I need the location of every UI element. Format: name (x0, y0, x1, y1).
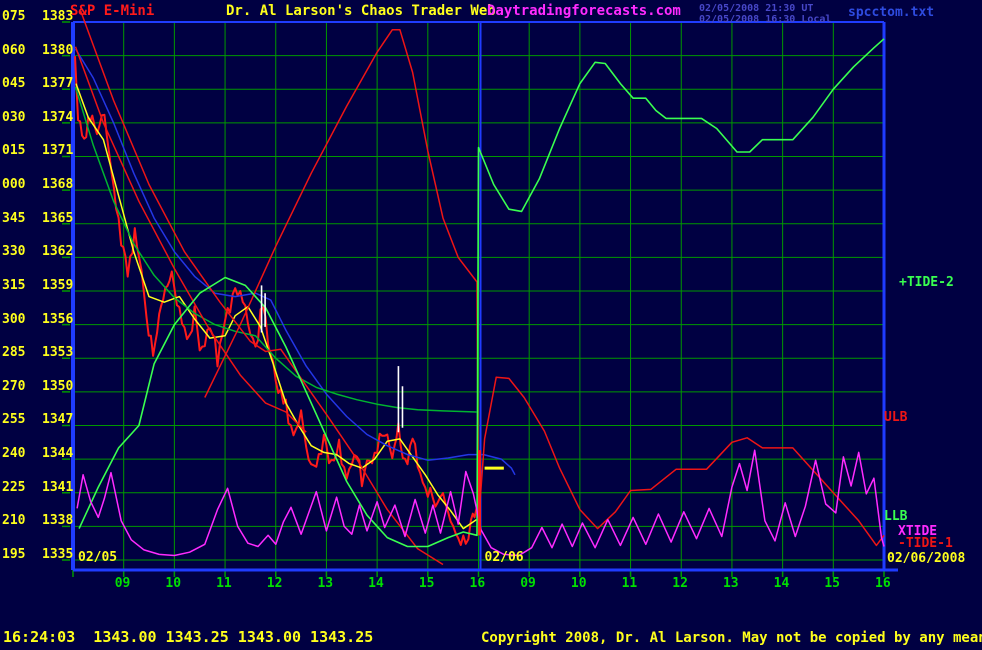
time-tick-label: 075 (2, 9, 26, 24)
time-tick-label: 285 (2, 345, 26, 361)
price-tick-label: 1383 (42, 9, 74, 24)
timestamp-ut: 02/05/2008 21:30 UT (699, 3, 814, 14)
quote-line: 16:24:03 1343.00 1343.25 1343.00 1343.25 (3, 628, 374, 646)
price-tick-label: 1377 (42, 76, 74, 92)
hour-label: 16 (469, 576, 486, 591)
indicator-label-llb: LLB (884, 509, 908, 524)
copyright-line: Copyright 2008, Dr. Al Larson. May not b… (481, 630, 982, 646)
time-tick-label: 045 (2, 76, 26, 92)
time-tick-label: 060 (2, 42, 26, 58)
time-tick-label: 030 (2, 109, 26, 125)
price-tick-label: 1338 (42, 513, 74, 529)
hour-label: 13 (317, 576, 334, 591)
price-tick-label: 1353 (42, 345, 74, 361)
indicator-label-tide1: -TIDE-1 (898, 536, 953, 551)
page-title: Dr. Al Larson's Chaos Trader Web (226, 3, 496, 19)
symbol-label: S&P E-Mini (70, 3, 155, 19)
indicator-label-ulb: ULB (884, 410, 908, 425)
hour-label: 09 (114, 576, 131, 591)
price-tick-label: 1344 (42, 446, 74, 462)
time-tick-label: 345 (2, 210, 26, 226)
time-tick-label: 255 (2, 412, 26, 428)
time-tick-label: 195 (2, 546, 26, 562)
hour-label: 11 (216, 576, 232, 591)
price-tick-label: 1359 (42, 277, 74, 293)
time-tick-label: 000 (2, 177, 26, 193)
hour-label: 14 (368, 576, 384, 591)
hour-label: 10 (165, 576, 182, 591)
price-tick-label: 1356 (42, 311, 74, 327)
hour-label: 14 (773, 576, 790, 591)
hour-label: 11 (621, 576, 638, 591)
site-link[interactable]: Daytradingforecasts.com (487, 3, 681, 19)
price-tick-label: 1371 (42, 143, 74, 159)
indicator-label-tide2: +TIDE-2 (899, 275, 954, 290)
hour-label: 13 (722, 576, 739, 591)
right-date-label: 02/06/2008 (887, 551, 966, 566)
price-tick-label: 1368 (42, 177, 74, 193)
time-tick-label: 015 (2, 143, 26, 159)
data-file-label: spcctom.txt (848, 5, 935, 20)
hour-label: 15 (418, 576, 435, 591)
hour-label: 12 (266, 576, 283, 591)
price-tick-label: 1347 (42, 412, 74, 428)
price-tick-label: 1362 (42, 244, 74, 260)
price-tick-label: 1335 (42, 546, 74, 562)
price-tick-label: 1350 (42, 378, 74, 394)
hour-label: 09 (520, 576, 536, 591)
time-tick-label: 330 (2, 244, 26, 260)
indicator-label-xtide: XTIDE (898, 524, 938, 539)
hour-label: 10 (570, 576, 587, 591)
hour-label: 16 (875, 576, 891, 591)
hour-label: 12 (672, 576, 688, 591)
session-date-2: 02/06 (484, 550, 524, 565)
time-tick-label: 315 (2, 277, 26, 293)
time-tick-label: 270 (2, 378, 26, 394)
time-tick-label: 225 (2, 479, 26, 495)
hour-label: 15 (824, 576, 840, 591)
price-tick-label: 1380 (42, 42, 74, 58)
price-tick-label: 1365 (42, 210, 74, 226)
time-tick-label: 210 (2, 513, 26, 529)
session-date-1: 02/05 (78, 550, 118, 565)
time-tick-label: 300 (2, 311, 26, 327)
timestamp-local: 02/05/2008 16:30 Local (699, 14, 832, 25)
time-tick-label: 240 (2, 446, 26, 462)
price-tick-label: 1341 (42, 479, 74, 495)
price-tick-label: 1374 (42, 109, 74, 125)
